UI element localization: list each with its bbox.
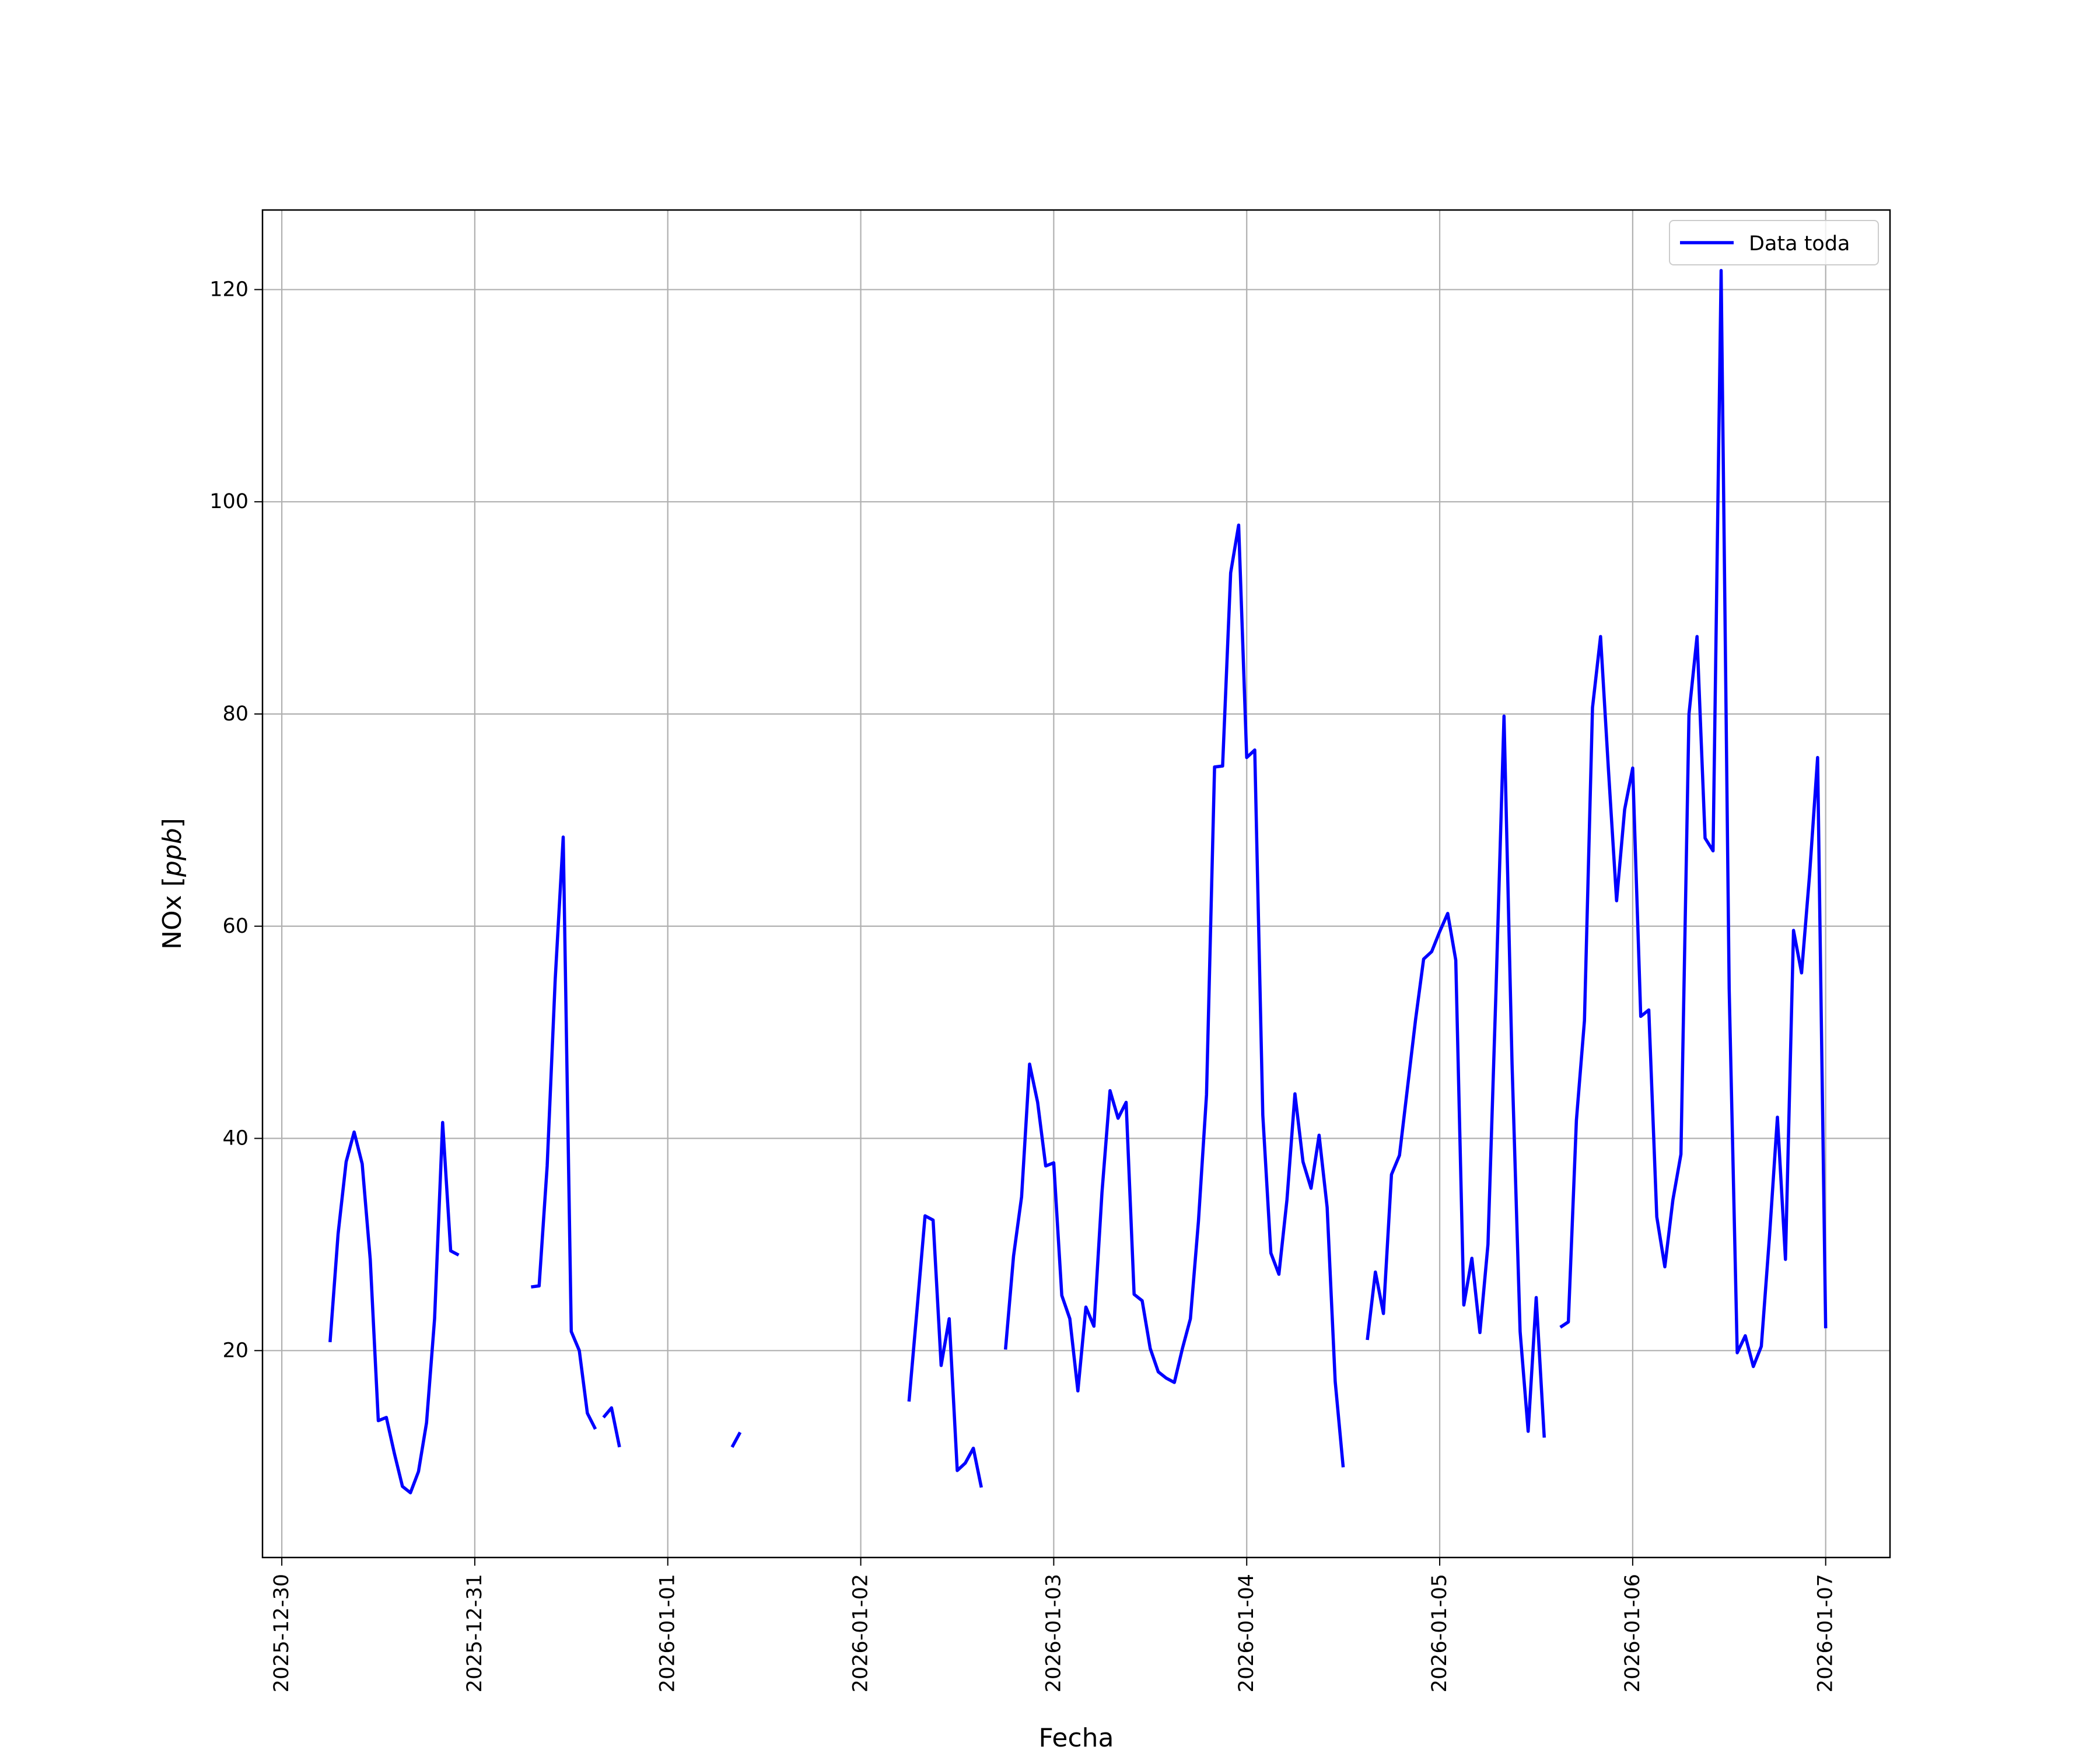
y-tick-label: 60 [222, 915, 249, 938]
plot-area-background [262, 210, 1890, 1558]
series-line-segment [1559, 268, 1828, 1368]
x-tick-label: 2025-12-31 [463, 1574, 487, 1692]
series-line-segment [730, 1432, 742, 1448]
plot-frame [261, 209, 1891, 1559]
series-line-segment [602, 1406, 621, 1448]
axis-ticks: 2025-12-30 2025-12-31 2026-01-01 2026-01-02… [209, 278, 1838, 1692]
y-tick-label: 40 [222, 1127, 249, 1150]
x-tick-label: 2026-01-03 [1042, 1574, 1065, 1692]
y-axis-title-unit: ppb [158, 828, 187, 877]
legend-label-data-toda: Data toda [1749, 232, 1850, 256]
x-tick-label: 2026-01-02 [849, 1574, 873, 1692]
data-series [328, 268, 1828, 1494]
y-axis-title-text: NOx [158, 887, 187, 950]
legend-box [1669, 220, 1879, 265]
x-tick-label: 2026-01-07 [1814, 1574, 1838, 1692]
x-tick-label: 2026-01-01 [656, 1574, 680, 1692]
series-line-segment [1366, 714, 1546, 1438]
y-tick-label: 120 [209, 278, 249, 301]
series-line-segment [1003, 523, 1345, 1468]
x-tick-label: 2025-12-30 [270, 1574, 293, 1692]
legend: Data toda [1669, 220, 1879, 265]
y-tick-label: 80 [222, 702, 249, 726]
x-axis-title: Fecha [1038, 1723, 1114, 1750]
series-line-segment [907, 1214, 983, 1488]
x-tick-label: 2026-01-04 [1235, 1574, 1258, 1692]
series-line-segment [531, 835, 597, 1430]
y-axis-title: NOx [ppb] [158, 818, 187, 950]
x-tick-label: 2026-01-05 [1428, 1574, 1451, 1692]
y-tick-label: 100 [209, 490, 249, 513]
series-line-segment [328, 1121, 460, 1494]
y-tick-label: 20 [222, 1339, 249, 1362]
grid-lines [262, 210, 1890, 1558]
x-tick-label: 2026-01-06 [1621, 1574, 1644, 1692]
